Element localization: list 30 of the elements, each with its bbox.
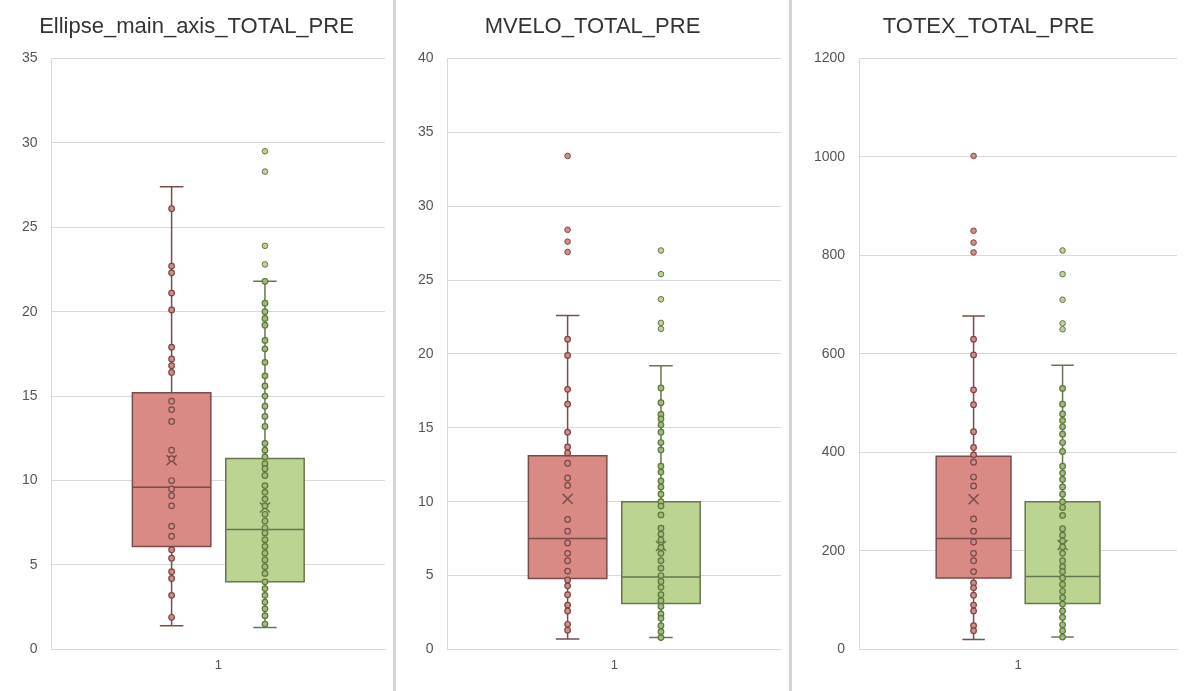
y-tick-label: 0: [29, 640, 38, 657]
y-tick-label: 35: [21, 49, 38, 66]
chart-title: MVELO_TOTAL_PRE: [484, 13, 701, 39]
chart-title: TOTEX_TOTAL_PRE: [882, 13, 1095, 39]
y-tick-label: 5: [425, 566, 434, 583]
y-tick-label: 0: [837, 640, 846, 657]
y-tick-label: 25: [417, 270, 434, 287]
y-tick-label: 15: [21, 386, 38, 403]
y-tick-label: 5: [29, 555, 38, 572]
y-tick-label: 400: [821, 443, 846, 460]
y-tick-label: 15: [417, 418, 434, 435]
y-tick-label: 20: [21, 302, 38, 319]
y-tick-label: 800: [821, 246, 846, 263]
y-tick-label: 10: [21, 471, 38, 488]
y-tick-label: 200: [821, 541, 846, 558]
y-tick-label: 10: [417, 492, 434, 509]
y-tick-label: 30: [21, 133, 38, 150]
y-tick-label: 25: [21, 218, 38, 235]
y-tick-label: 40: [417, 49, 434, 66]
y-tick-label: 1000: [813, 147, 846, 164]
y-tick-label: 600: [821, 344, 846, 361]
y-tick-label: 1200: [813, 49, 846, 66]
y-tick-label: 35: [417, 123, 434, 140]
x-tick-label: 1: [214, 656, 222, 672]
chart-title: Ellipse_main_axis_TOTAL_PRE: [39, 13, 354, 39]
y-tick-label: 30: [417, 197, 434, 214]
x-tick-label: 1: [610, 656, 618, 672]
y-tick-label: 0: [425, 640, 434, 657]
y-tick-label: 20: [417, 344, 434, 361]
x-tick-label: 1: [1014, 656, 1022, 672]
